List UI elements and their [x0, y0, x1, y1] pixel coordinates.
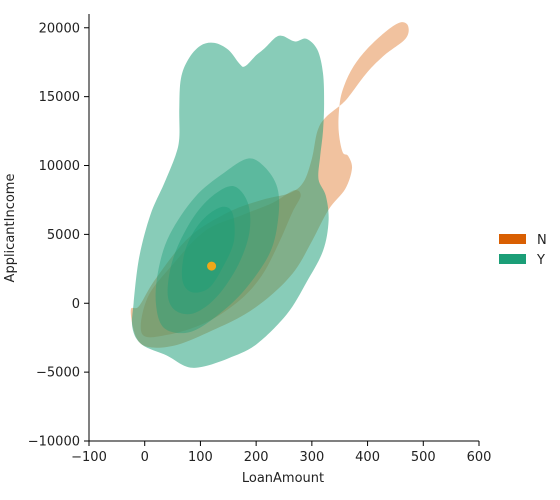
y-axis-label: ApplicantIncome	[3, 174, 18, 283]
x-tick-label: 100	[188, 450, 213, 465]
x-tick-label: 600	[467, 450, 492, 465]
x-tick-label: 400	[355, 450, 380, 465]
x-tick-label: 200	[244, 450, 269, 465]
y-tick-label: 5000	[47, 228, 80, 243]
y-tick-label: 0	[72, 297, 80, 312]
legend: NY	[499, 233, 547, 268]
density-y-level-1	[131, 35, 329, 368]
axes: −100 0 100 200 300 400 500 600 −10000 −5000 0 5000 1…	[28, 14, 492, 465]
x-tick-label: 500	[411, 450, 436, 465]
legend-label-y: Y	[536, 253, 545, 268]
legend-swatch-n	[499, 234, 526, 244]
legend-label-n: N	[537, 233, 547, 248]
density-y-level-4	[181, 206, 235, 293]
plot-area	[130, 22, 409, 368]
density-y-level-3	[167, 185, 251, 315]
y-tick-label: 10000	[39, 159, 80, 174]
x-tick-label: 300	[299, 450, 324, 465]
x-tick-label: −100	[71, 450, 107, 465]
density-y-level-2	[155, 158, 280, 334]
y-tick-label: −5000	[36, 366, 80, 381]
x-tick-label: 0	[141, 450, 149, 465]
center-marker-1	[207, 261, 217, 271]
legend-swatch-y	[499, 254, 526, 264]
y-tick-label: −10000	[28, 435, 80, 450]
x-axis-label: LoanAmount	[242, 471, 324, 486]
y-tick-label: 20000	[39, 21, 80, 36]
y-tick-label: 15000	[39, 90, 80, 105]
